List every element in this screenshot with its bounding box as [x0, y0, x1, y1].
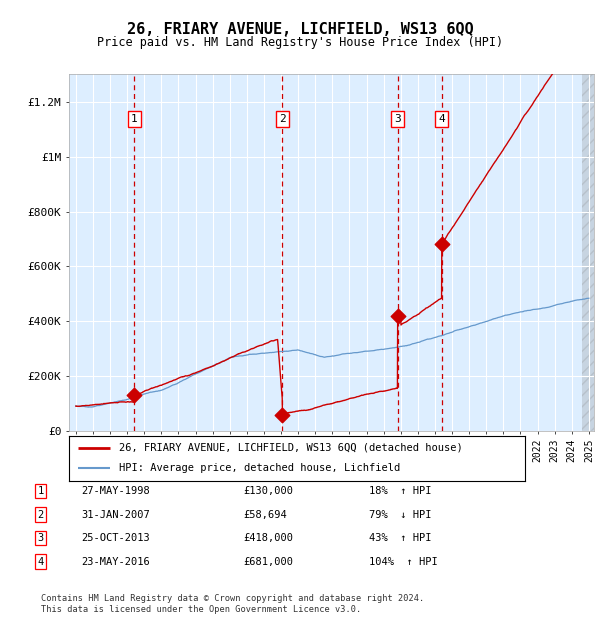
- Text: 3: 3: [38, 533, 44, 543]
- Text: 26, FRIARY AVENUE, LICHFIELD, WS13 6QQ: 26, FRIARY AVENUE, LICHFIELD, WS13 6QQ: [127, 22, 473, 37]
- Text: 27-MAY-1998: 27-MAY-1998: [81, 486, 150, 496]
- Text: 43%  ↑ HPI: 43% ↑ HPI: [369, 533, 431, 543]
- Text: HPI: Average price, detached house, Lichfield: HPI: Average price, detached house, Lich…: [119, 463, 400, 474]
- Text: 4: 4: [439, 114, 445, 124]
- Text: £58,694: £58,694: [243, 510, 287, 520]
- Text: £681,000: £681,000: [243, 557, 293, 567]
- Text: This data is licensed under the Open Government Licence v3.0.: This data is licensed under the Open Gov…: [41, 604, 361, 614]
- Text: 2: 2: [279, 114, 286, 124]
- Bar: [582, 74, 596, 431]
- Text: 1: 1: [38, 486, 44, 496]
- Text: 2: 2: [38, 510, 44, 520]
- Text: Contains HM Land Registry data © Crown copyright and database right 2024.: Contains HM Land Registry data © Crown c…: [41, 593, 424, 603]
- Text: 31-JAN-2007: 31-JAN-2007: [81, 510, 150, 520]
- Text: 26, FRIARY AVENUE, LICHFIELD, WS13 6QQ (detached house): 26, FRIARY AVENUE, LICHFIELD, WS13 6QQ (…: [119, 443, 463, 453]
- Point: [437, 239, 446, 249]
- Text: 25-OCT-2013: 25-OCT-2013: [81, 533, 150, 543]
- Text: 23-MAY-2016: 23-MAY-2016: [81, 557, 150, 567]
- Text: 104%  ↑ HPI: 104% ↑ HPI: [369, 557, 438, 567]
- Text: 4: 4: [38, 557, 44, 567]
- Text: £418,000: £418,000: [243, 533, 293, 543]
- Point: [130, 391, 139, 401]
- Text: 1: 1: [131, 114, 138, 124]
- Point: [278, 410, 287, 420]
- Text: 3: 3: [394, 114, 401, 124]
- Point: [393, 311, 403, 321]
- Text: 18%  ↑ HPI: 18% ↑ HPI: [369, 486, 431, 496]
- Text: £130,000: £130,000: [243, 486, 293, 496]
- Text: Price paid vs. HM Land Registry's House Price Index (HPI): Price paid vs. HM Land Registry's House …: [97, 36, 503, 49]
- Text: 79%  ↓ HPI: 79% ↓ HPI: [369, 510, 431, 520]
